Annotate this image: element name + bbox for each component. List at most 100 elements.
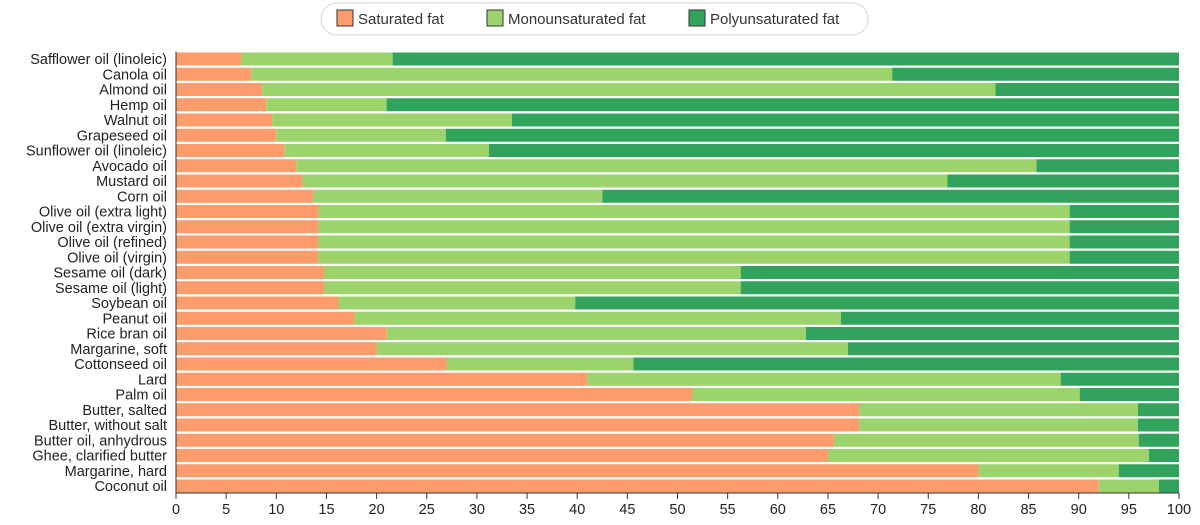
category-label-olive-oil-extra-virgin: Olive oil (extra virgin) xyxy=(31,220,167,236)
bar-monounsaturated-fat-coconut-oil xyxy=(1098,479,1159,493)
x-tick-label-85: 85 xyxy=(1020,502,1036,518)
bar-polyunsaturated-fat-butter-oil-anhydrous xyxy=(1138,433,1179,447)
bar-monounsaturated-fat-walnut-oil xyxy=(272,113,513,127)
bar-saturated-fat-walnut-oil xyxy=(176,113,273,127)
x-tick-label-75: 75 xyxy=(920,502,936,518)
bar-polyunsaturated-fat-mustard-oil xyxy=(947,174,1179,188)
bar-polyunsaturated-fat-coconut-oil xyxy=(1158,479,1179,493)
bar-polyunsaturated-fat-margarine-soft xyxy=(848,342,1179,356)
legend-label-monounsaturated-fat: Monounsaturated fat xyxy=(508,11,646,28)
bar-saturated-fat-coconut-oil xyxy=(176,479,1099,493)
x-tick-label-40: 40 xyxy=(569,502,585,518)
bar-monounsaturated-fat-olive-oil-extra-light xyxy=(318,205,1070,218)
category-label-olive-oil-virgin: Olive oil (virgin) xyxy=(67,250,167,266)
bar-polyunsaturated-fat-lard xyxy=(1060,372,1179,386)
bar-monounsaturated-fat-sesame-oil-light xyxy=(324,281,741,295)
legend-box xyxy=(320,2,869,36)
bar-monounsaturated-fat-olive-oil-virgin xyxy=(318,250,1070,264)
category-label-sunflower-oil-linoleic: Sunflower oil (linoleic) xyxy=(26,144,167,160)
category-label-lard: Lard xyxy=(138,372,167,388)
x-tick-label-30: 30 xyxy=(469,502,485,518)
bar-monounsaturated-fat-olive-oil-extra-virgin xyxy=(318,220,1070,234)
bar-saturated-fat-sesame-oil-light xyxy=(176,281,325,295)
category-label-almond-oil: Almond oil xyxy=(99,83,167,99)
bar-polyunsaturated-fat-peanut-oil xyxy=(840,311,1179,325)
legend-label-polyunsaturated-fat: Polyunsaturated fat xyxy=(710,11,840,28)
bar-polyunsaturated-fat-olive-oil-extra-virgin xyxy=(1069,220,1179,234)
bar-saturated-fat-palm-oil xyxy=(176,388,693,401)
category-label-sesame-oil-dark: Sesame oil (dark) xyxy=(53,266,167,282)
bar-polyunsaturated-fat-butter-salted xyxy=(1137,403,1179,417)
x-tick-label-90: 90 xyxy=(1071,502,1087,518)
category-label-mustard-oil: Mustard oil xyxy=(96,174,167,190)
bar-saturated-fat-sesame-oil-dark xyxy=(176,266,325,279)
category-label-canola-oil: Canola oil xyxy=(103,67,168,83)
category-label-margarine-soft: Margarine, soft xyxy=(70,342,167,358)
category-label-hemp-oil: Hemp oil xyxy=(110,98,167,114)
bar-polyunsaturated-fat-cottonseed-oil xyxy=(633,357,1179,371)
category-label-avocado-oil: Avocado oil xyxy=(92,159,167,175)
bar-saturated-fat-ghee-clarified-butter xyxy=(176,449,828,462)
category-label-rice-bran-oil: Rice bran oil xyxy=(86,327,167,343)
bar-saturated-fat-grapeseed-oil xyxy=(176,128,277,142)
x-tick-label-100: 100 xyxy=(1167,502,1191,518)
x-tick-label-45: 45 xyxy=(619,502,635,518)
bar-polyunsaturated-fat-soybean-oil xyxy=(575,296,1179,310)
bar-monounsaturated-fat-ghee-clarified-butter xyxy=(827,449,1149,462)
category-label-olive-oil-extra-light: Olive oil (extra light) xyxy=(39,205,167,221)
bar-saturated-fat-cottonseed-oil xyxy=(176,357,447,371)
bar-monounsaturated-fat-butter-oil-anhydrous xyxy=(833,433,1139,447)
bar-monounsaturated-fat-olive-oil-refined xyxy=(318,235,1070,249)
legend-swatch-saturated-fat xyxy=(336,9,354,27)
x-tick-label-25: 25 xyxy=(419,502,435,518)
bar-saturated-fat-almond-oil xyxy=(176,83,263,96)
bar-polyunsaturated-fat-grapeseed-oil xyxy=(445,128,1179,142)
category-label-olive-oil-refined: Olive oil (refined) xyxy=(57,235,167,251)
x-tick-label-70: 70 xyxy=(870,502,886,518)
x-tick-label-10: 10 xyxy=(268,502,284,518)
category-label-peanut-oil: Peanut oil xyxy=(103,311,168,327)
category-label-butter-oil-anhydrous: Butter oil, anhydrous xyxy=(34,433,167,449)
x-tick-label-50: 50 xyxy=(669,502,685,518)
bar-saturated-fat-canola-oil xyxy=(176,67,252,81)
bar-polyunsaturated-fat-olive-oil-refined xyxy=(1069,235,1179,249)
x-tick-label-15: 15 xyxy=(318,502,334,518)
legend-swatch-monounsaturated-fat xyxy=(486,9,504,27)
legend-label-saturated-fat: Saturated fat xyxy=(358,11,445,28)
bar-polyunsaturated-fat-hemp-oil xyxy=(386,98,1179,112)
bar-polyunsaturated-fat-rice-bran-oil xyxy=(805,327,1179,340)
bar-saturated-fat-peanut-oil xyxy=(176,311,355,325)
bar-saturated-fat-mustard-oil xyxy=(176,174,303,188)
bar-polyunsaturated-fat-olive-oil-extra-light xyxy=(1069,205,1179,218)
bar-saturated-fat-avocado-oil xyxy=(176,159,297,173)
bar-monounsaturated-fat-cottonseed-oil xyxy=(446,357,634,371)
bar-polyunsaturated-fat-palm-oil xyxy=(1079,388,1179,401)
category-label-walnut-oil: Walnut oil xyxy=(104,113,167,129)
bar-polyunsaturated-fat-almond-oil xyxy=(995,83,1179,96)
bar-saturated-fat-safflower-oil-linoleic xyxy=(176,52,242,66)
bar-monounsaturated-fat-rice-bran-oil xyxy=(386,327,806,340)
category-label-sesame-oil-light: Sesame oil (light) xyxy=(55,281,167,297)
bar-monounsaturated-fat-sunflower-oil-linoleic xyxy=(284,144,489,157)
bar-monounsaturated-fat-almond-oil xyxy=(262,83,996,96)
bar-polyunsaturated-fat-avocado-oil xyxy=(1036,159,1179,173)
category-label-cottonseed-oil: Cottonseed oil xyxy=(74,357,167,373)
bar-saturated-fat-olive-oil-extra-virgin xyxy=(176,220,319,234)
bar-monounsaturated-fat-peanut-oil xyxy=(354,311,841,325)
bar-monounsaturated-fat-hemp-oil xyxy=(266,98,387,112)
category-label-palm-oil: Palm oil xyxy=(115,388,167,404)
bar-saturated-fat-olive-oil-refined xyxy=(176,235,319,249)
x-tick-label-80: 80 xyxy=(970,502,986,518)
legend: Saturated fat Monounsaturated fat Polyunsa… xyxy=(320,2,869,36)
bar-saturated-fat-margarine-hard xyxy=(176,464,979,478)
bar-saturated-fat-sunflower-oil-linoleic xyxy=(176,144,285,157)
bar-monounsaturated-fat-margarine-soft xyxy=(376,342,849,356)
bar-polyunsaturated-fat-sesame-oil-dark xyxy=(740,266,1179,279)
category-label-ghee-clarified-butter: Ghee, clarified butter xyxy=(32,449,167,465)
bar-polyunsaturated-fat-corn-oil xyxy=(602,189,1179,203)
x-tick-label-60: 60 xyxy=(770,502,786,518)
bar-saturated-fat-soybean-oil xyxy=(176,296,339,310)
bar-saturated-fat-corn-oil xyxy=(176,189,314,203)
bar-polyunsaturated-fat-sunflower-oil-linoleic xyxy=(488,144,1179,157)
